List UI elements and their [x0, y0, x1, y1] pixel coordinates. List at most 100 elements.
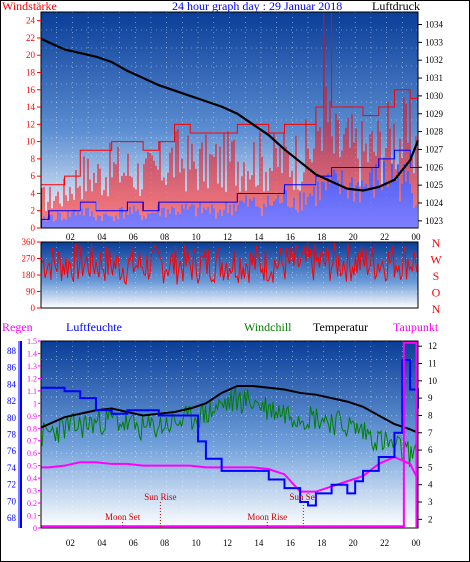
- direction-tick-label: 0: [31, 303, 36, 313]
- humidity-line: [41, 359, 419, 507]
- wind-axis-title: Windstärke: [2, 0, 57, 13]
- pressure-tick-label: 1028: [425, 127, 444, 137]
- annotation-label: Sun Rise: [144, 492, 176, 502]
- wind-tick-label: 2: [31, 206, 36, 216]
- rain-tick-label: 0.6: [27, 449, 37, 458]
- pressure-tick-label: 1025: [425, 180, 444, 190]
- rain-tick-label: 0: [33, 524, 37, 533]
- temperature-tick-label: 6: [428, 445, 433, 455]
- pressure-axis-ticks: 1023 1024 1025 1026 1027 1028 1029 1030 1031 1032…: [418, 19, 444, 226]
- pressure-tick-label: 1031: [425, 73, 443, 83]
- rain-tick-label: 1: [33, 399, 37, 408]
- time-tick-label: 08: [160, 538, 170, 548]
- rain-tick-label: 0.8: [27, 424, 37, 433]
- humidity-tick-label: 68: [7, 513, 17, 523]
- time-axis-ticks-bottom: 02 04 06 08 10 12 14 16 18 20 22 00: [66, 538, 421, 548]
- time-tick-label: 22: [380, 232, 389, 242]
- wind-tick-label: 8: [31, 154, 36, 164]
- annotation-label: Sun Set: [289, 492, 317, 502]
- humidity-temperature-series: [40, 341, 419, 528]
- time-tick-label: 14: [254, 232, 264, 242]
- time-tick-label: 16: [286, 538, 296, 548]
- humidity-tick-label: 76: [7, 446, 17, 456]
- time-tick-label: 00: [412, 232, 422, 242]
- annotation-label: Moon Set: [105, 512, 141, 522]
- time-tick-label: 02: [66, 232, 75, 242]
- time-tick-label: 18: [317, 538, 327, 548]
- wind-direction-series: [41, 242, 418, 286]
- humidity-temperature-grid: [41, 341, 418, 528]
- direction-tick-label: 360: [22, 237, 36, 247]
- rain-tick-label: 0.7: [27, 437, 37, 446]
- rain-tick-label: 1.4: [27, 349, 37, 358]
- temperature-tick-label: 2: [428, 514, 433, 524]
- rain-tick-label: 0.2: [27, 499, 37, 508]
- time-axis-ticks-top: 02 04 06 08 10 12 14 16 18 20 22 00: [66, 232, 421, 242]
- time-tick-label: 20: [349, 538, 359, 548]
- pressure-tick-label: 1034: [425, 19, 444, 29]
- humidity-tick-label: 70: [7, 496, 17, 506]
- direction-tick-label: 90: [26, 287, 36, 297]
- wind-tick-label: 6: [31, 171, 36, 181]
- time-tick-label: 04: [97, 232, 107, 242]
- wind-tick-label: 10: [26, 137, 36, 147]
- rain-tick-label: 1.1: [27, 387, 37, 396]
- humidity-tick-label: 84: [7, 379, 17, 389]
- humidity-tick-label: 80: [7, 413, 17, 423]
- wind-tick-label: 24: [26, 16, 36, 26]
- dewpoint-label: Taupunkt: [393, 320, 439, 334]
- wind-tick-label: 12: [26, 119, 35, 129]
- humidity-label: Luftfeuchte: [66, 320, 122, 334]
- time-tick-label: 04: [97, 538, 107, 548]
- pressure-tick-label: 1027: [425, 144, 444, 154]
- rain-tick-label: 1.2: [27, 374, 37, 383]
- time-tick-label: 08: [160, 232, 170, 242]
- time-tick-label: 12: [223, 538, 232, 548]
- pressure-tick-label: 1033: [425, 37, 444, 47]
- time-tick-label: 20: [349, 232, 359, 242]
- pressure-line: [40, 37, 420, 192]
- rain-label: Regen: [2, 320, 33, 334]
- chart-title: 24 hour graph day : 29 Januar 2018: [172, 0, 342, 13]
- rain-axis-ticks: 0 0.1 0.2 0.3 0.4 0.5 0.6 0.7 0.8 0.9 1 1.1 1.2 1.3 1.…: [27, 337, 41, 533]
- compass-label: N: [432, 302, 441, 316]
- temperature-tick-label: 7: [428, 428, 433, 438]
- wind-tick-label: 14: [26, 102, 36, 112]
- time-tick-label: 18: [317, 232, 327, 242]
- humidity-axis-ticks: 68 70 72 74 76 78 80 82 84 86 88: [7, 346, 17, 523]
- temperature-tick-label: 11: [428, 359, 437, 369]
- wind-tick-label: 22: [26, 33, 35, 43]
- pressure-tick-label: 1023: [425, 216, 444, 226]
- rain-tick-label: 1.3: [27, 362, 37, 371]
- rain-line: [41, 341, 418, 528]
- time-tick-label: 00: [412, 538, 422, 548]
- temperature-tick-label: 12: [428, 341, 437, 351]
- temperature-axis-ticks: 2 3 4 5 6 7 8 9 10 11 12: [418, 341, 438, 524]
- temperature-tick-label: 4: [428, 480, 433, 490]
- rain-tick-label: 0.9: [27, 412, 37, 421]
- rain-tick-label: 0.5: [27, 462, 37, 471]
- temperature-tick-label: 10: [428, 376, 438, 386]
- direction-trace: [41, 242, 418, 286]
- time-tick-label: 14: [254, 538, 264, 548]
- wind-direction-grid: [41, 242, 418, 308]
- wind-tick-label: 20: [26, 50, 36, 60]
- wind-pressure-series: [40, 11, 420, 228]
- pressure-tick-label: 1030: [425, 91, 444, 101]
- compass-label: W: [430, 253, 442, 267]
- direction-tick-label: 180: [22, 270, 36, 280]
- wind-bars: [41, 161, 417, 228]
- direction-degree-ticks: 0 90 180 270 360: [22, 237, 41, 313]
- humidity-tick-label: 78: [7, 430, 17, 440]
- windchill-line: [41, 387, 418, 472]
- time-tick-label: 16: [286, 232, 296, 242]
- compass-label: S: [433, 269, 440, 283]
- pressure-axis-title: Luftdruck: [372, 0, 420, 13]
- time-tick-label: 10: [192, 232, 202, 242]
- rain-tick-label: 0.1: [27, 512, 37, 521]
- rain-tick-label: 1.5: [27, 337, 37, 346]
- pressure-tick-label: 1029: [425, 109, 444, 119]
